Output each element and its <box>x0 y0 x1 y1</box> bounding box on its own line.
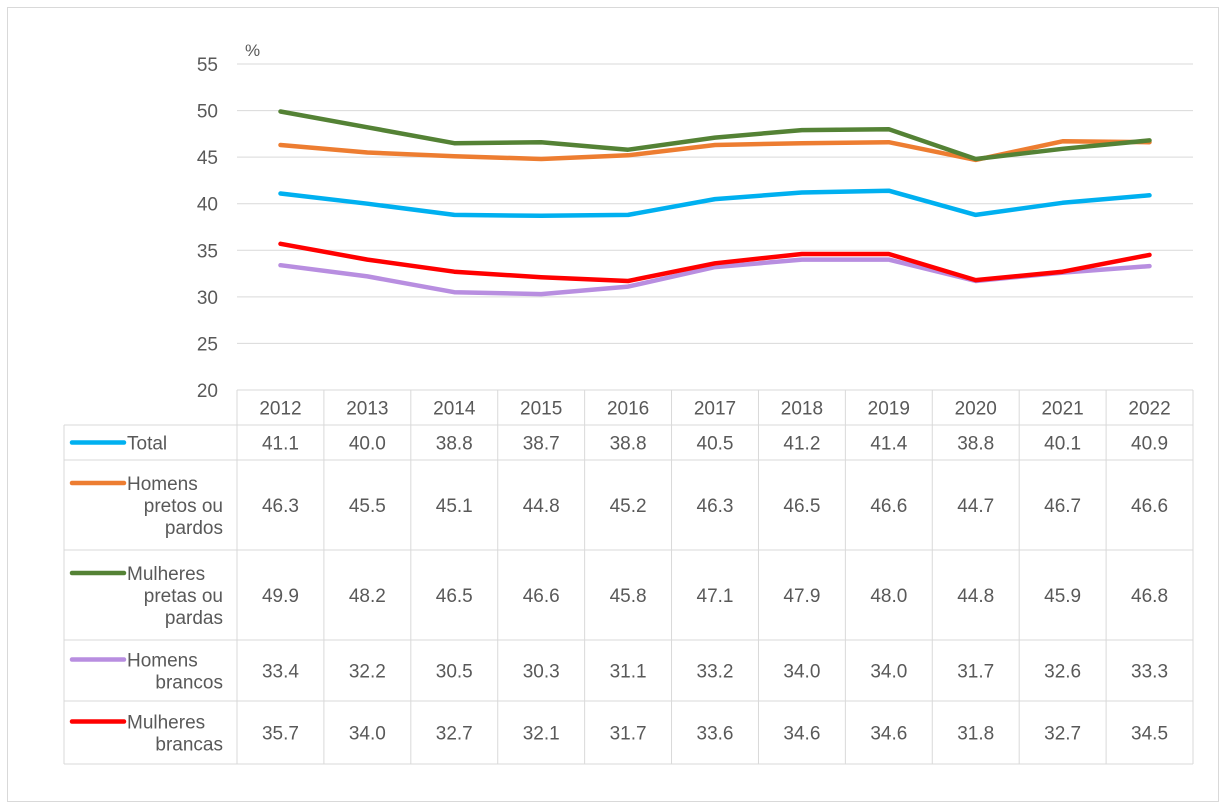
data-label: 46.5 <box>783 496 820 517</box>
data-label: 46.5 <box>436 586 473 607</box>
legend-label: Mulheres <box>127 713 205 734</box>
data-label: 46.6 <box>1131 496 1168 517</box>
category-label: 2014 <box>433 399 476 420</box>
data-label: 32.7 <box>1044 724 1081 745</box>
data-label: 41.2 <box>783 434 820 455</box>
data-label: 34.0 <box>870 662 907 683</box>
data-label: 40.5 <box>697 434 734 455</box>
data-label: 44.8 <box>957 586 994 607</box>
data-label: 33.4 <box>262 662 299 683</box>
series-line-0 <box>278 188 1152 219</box>
y-tick-label: 30 <box>197 288 218 309</box>
category-label: 2015 <box>520 399 562 420</box>
y-tick-label: 25 <box>197 334 218 355</box>
data-table: 2012 2013 2014 2015 2016 2017 2018 2019 2020 2021… <box>63 389 1194 765</box>
y-tick-label: 45 <box>197 148 218 169</box>
y-axis-ticks: 55 50 45 40 35 30 25 20 <box>197 55 218 402</box>
y-tick-label: 35 <box>197 241 218 262</box>
y-tick-label: 55 <box>197 55 218 76</box>
category-label: 2020 <box>955 399 997 420</box>
category-label: 2013 <box>346 399 388 420</box>
legend-label: Homens <box>127 474 198 495</box>
data-label: 31.8 <box>957 724 994 745</box>
data-label: 46.3 <box>262 496 299 517</box>
data-label: 49.9 <box>262 586 299 607</box>
category-label: 2021 <box>1041 399 1083 420</box>
data-label: 45.2 <box>610 496 647 517</box>
legend-label: Total <box>127 434 167 455</box>
category-label: 2017 <box>694 399 736 420</box>
chart-frame <box>7 7 1219 802</box>
data-label: 48.2 <box>349 586 386 607</box>
data-label: 33.6 <box>697 724 734 745</box>
y-tick-label: 50 <box>197 102 218 123</box>
data-label: 48.0 <box>870 586 907 607</box>
data-label: 45.5 <box>349 496 386 517</box>
data-label: 30.3 <box>523 662 560 683</box>
legend-label: pardas <box>165 608 223 629</box>
category-label: 2012 <box>259 399 301 420</box>
data-label: 40.9 <box>1131 434 1168 455</box>
series-line-4 <box>278 241 1152 284</box>
series-lines <box>278 109 1152 297</box>
data-label: 34.0 <box>349 724 386 745</box>
data-label: 34.5 <box>1131 724 1168 745</box>
data-label: 41.1 <box>262 434 299 455</box>
series-line-2 <box>278 109 1152 162</box>
data-label: 31.1 <box>610 662 647 683</box>
data-label: 45.9 <box>1044 586 1081 607</box>
data-label: 46.6 <box>523 586 560 607</box>
data-label: 46.3 <box>697 496 734 517</box>
data-label: 38.7 <box>523 434 560 455</box>
data-label: 38.8 <box>957 434 994 455</box>
data-label: 34.6 <box>783 724 820 745</box>
legend-label: pretos ou <box>144 496 223 517</box>
data-label: 45.8 <box>610 586 647 607</box>
data-label: 47.1 <box>697 586 734 607</box>
legend-label: pardos <box>165 518 223 539</box>
data-label: 35.7 <box>262 724 299 745</box>
data-label: 38.8 <box>610 434 647 455</box>
data-label: 38.8 <box>436 434 473 455</box>
category-label: 2018 <box>781 399 823 420</box>
data-label: 46.8 <box>1131 586 1168 607</box>
data-label: 47.9 <box>783 586 820 607</box>
data-label: 30.5 <box>436 662 473 683</box>
data-label: 31.7 <box>957 662 994 683</box>
legend-label: pretas ou <box>144 586 223 607</box>
data-label: 46.7 <box>1044 496 1081 517</box>
data-label: 41.4 <box>870 434 907 455</box>
legend-label: brancas <box>155 735 223 756</box>
legend-label: Homens <box>127 651 198 672</box>
data-label: 34.0 <box>783 662 820 683</box>
data-label: 34.6 <box>870 724 907 745</box>
y-axis-unit: % <box>245 41 260 60</box>
y-tick-label: 40 <box>197 195 218 216</box>
data-label: 44.8 <box>523 496 560 517</box>
data-label: 32.6 <box>1044 662 1081 683</box>
data-label: 46.6 <box>870 496 907 517</box>
legend-label: Mulheres <box>127 564 205 585</box>
data-label: 32.7 <box>436 724 473 745</box>
data-label: 32.2 <box>349 662 386 683</box>
data-label: 40.1 <box>1044 434 1081 455</box>
data-label: 45.1 <box>436 496 473 517</box>
data-label: 31.7 <box>610 724 647 745</box>
data-label: 40.0 <box>349 434 386 455</box>
data-label: 33.2 <box>697 662 734 683</box>
legend-label: brancos <box>155 673 223 694</box>
data-label: 44.7 <box>957 496 994 517</box>
category-label: 2019 <box>868 399 910 420</box>
category-label: 2022 <box>1128 399 1170 420</box>
data-label: 32.1 <box>523 724 560 745</box>
gridlines <box>237 63 1193 344</box>
data-label: 33.3 <box>1131 662 1168 683</box>
category-label: 2016 <box>607 399 649 420</box>
y-tick-label: 20 <box>197 381 218 402</box>
